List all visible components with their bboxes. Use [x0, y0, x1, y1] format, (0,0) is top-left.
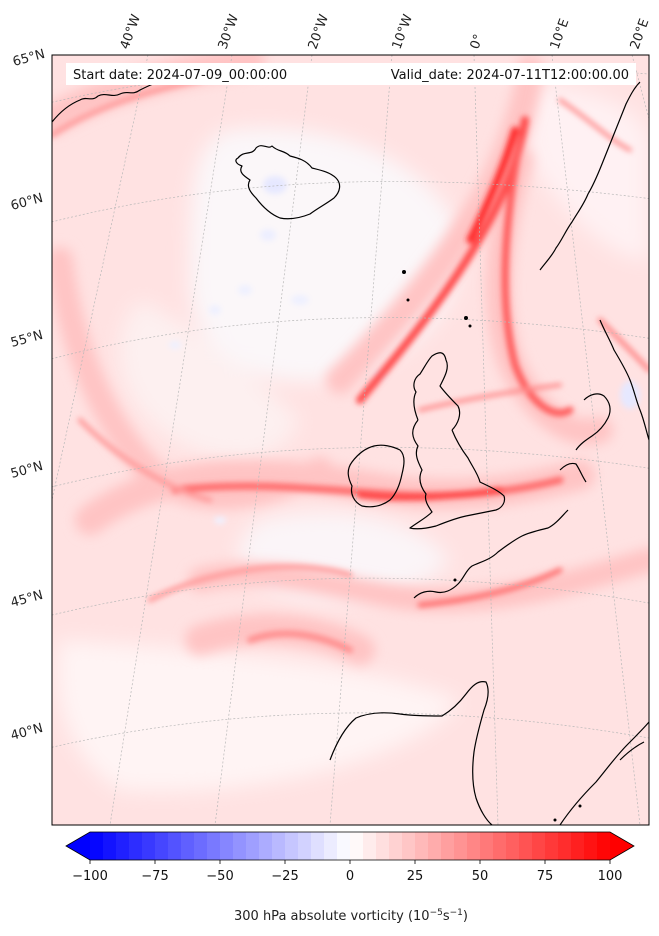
coast-netherlands [559, 462, 587, 483]
colorbar-segment [428, 832, 442, 860]
vorticity-jet-streaks [52, 77, 649, 653]
colorbar-segment [454, 832, 468, 860]
colorbar-segment [155, 832, 169, 860]
colorbar-segments [90, 832, 611, 860]
lon-label-0: 0° [468, 32, 487, 51]
colorbar-segment [129, 832, 143, 860]
colorbar-tick-label: −50 [206, 869, 233, 884]
graticule [52, 55, 649, 825]
colorbar-segment [298, 832, 312, 860]
colorbar-segment [246, 832, 260, 860]
colorbar-segment [324, 832, 338, 860]
coast-iberia [329, 681, 493, 825]
coastlines [52, 79, 649, 825]
colorbar-segment [597, 832, 611, 860]
lon-label-40w: 40°W [118, 12, 144, 51]
colorbar-segment [389, 832, 403, 860]
colorbar-segment [571, 832, 585, 860]
coast-greenland [52, 79, 169, 123]
start-date-label: Start date: 2024-07-09_00:00:00 [73, 68, 287, 83]
colorbar-extend-high [610, 832, 634, 860]
colorbar-extend-low [66, 832, 90, 860]
colorbar-tick-label: 25 [407, 869, 424, 884]
coast-mediterranean [559, 721, 649, 825]
colorbar-segment [181, 832, 195, 860]
colorbar-segment [467, 832, 481, 860]
lat-label-45n: 45°N [9, 588, 45, 611]
map-frame [51, 54, 650, 826]
lon-label-10w: 10°W [390, 12, 416, 51]
lon-label-10e: 10°E [548, 17, 573, 52]
colorbar-segment [493, 832, 507, 860]
lat-label-50n: 50°N [9, 459, 45, 482]
lat-label-60n: 60°N [9, 191, 45, 214]
colorbar-segment [376, 832, 390, 860]
coast-norway [539, 81, 641, 271]
colorbar-segment [103, 832, 117, 860]
lat-label-40n: 40°N [9, 721, 45, 744]
colorbar-tick-label: −25 [271, 869, 298, 884]
colorbar-segment [415, 832, 429, 860]
colorbar-label: 300 hPa absolute vorticity (10−5s−1) [234, 908, 468, 924]
colorbar-ticks: −100 −75 −50 −25 0 25 50 75 100 [72, 860, 622, 884]
coast-denmark [575, 393, 611, 451]
coast-north-africa [619, 741, 645, 761]
colorbar-segment [350, 832, 364, 860]
colorbar-tick-label: 100 [598, 869, 623, 884]
islands [402, 270, 582, 822]
colorbar-segment [194, 832, 208, 860]
colorbar: −100 −75 −50 −25 0 25 50 75 100 300 hPa absolute… [65, 831, 635, 924]
colorbar-segment [402, 832, 416, 860]
colorbar-segment [168, 832, 182, 860]
colorbar-tick-label: 50 [472, 869, 489, 884]
colorbar-segment [363, 832, 377, 860]
colorbar-segment [272, 832, 286, 860]
lon-label-20w: 20°W [306, 12, 332, 51]
colorbar-segment [259, 832, 273, 860]
lon-label-20e: 20°E [628, 17, 653, 52]
colorbar-tick-label: 75 [537, 869, 554, 884]
colorbar-segment [545, 832, 559, 860]
lat-label-55n: 55°N [9, 328, 45, 351]
colorbar-segment [311, 832, 325, 860]
colorbar-segment [220, 832, 234, 860]
colorbar-segment [532, 832, 546, 860]
colorbar-segment [519, 832, 533, 860]
colorbar-tick-label: −75 [141, 869, 168, 884]
coast-britain [409, 419, 506, 530]
colorbar-segment [337, 832, 351, 860]
colorbar-segment [207, 832, 221, 860]
colorbar-segment [584, 832, 598, 860]
coast-sweden [599, 319, 649, 441]
coast-iceland [235, 145, 341, 220]
coast-france [413, 509, 569, 599]
colorbar-segment [90, 832, 104, 860]
colorbar-segment [558, 832, 572, 860]
coast-ireland [347, 444, 405, 508]
colorbar-segment [441, 832, 455, 860]
colorbar-tick-label: −100 [72, 869, 108, 884]
lat-label-65n: 65°N [11, 47, 47, 70]
map-panel [52, 55, 649, 825]
lon-label-30w: 30°W [216, 12, 242, 51]
colorbar-segment [142, 832, 156, 860]
colorbar-segment [480, 832, 494, 860]
colorbar-segment [233, 832, 247, 860]
colorbar-segment [116, 832, 130, 860]
coast-scotland [413, 352, 461, 431]
colorbar-tick-label: 0 [346, 869, 354, 884]
colorbar-segment [285, 832, 299, 860]
valid-date-label: Valid_date: 2024-07-11T12:00:00.00 [391, 68, 629, 83]
colorbar-segment [506, 832, 520, 860]
header-box [66, 63, 636, 85]
